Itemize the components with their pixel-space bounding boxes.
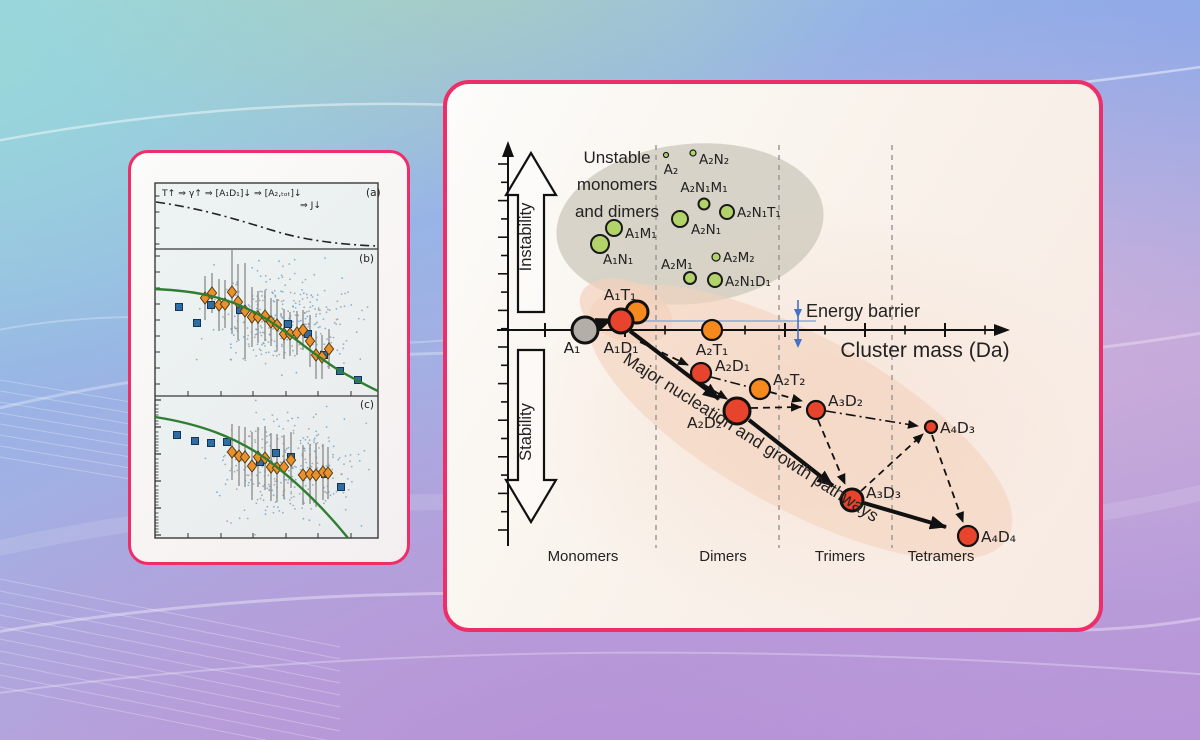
left-figure-panel: [128, 150, 410, 565]
decor-line-fan: [0, 379, 341, 740]
right-diagram-panel: [443, 80, 1103, 632]
